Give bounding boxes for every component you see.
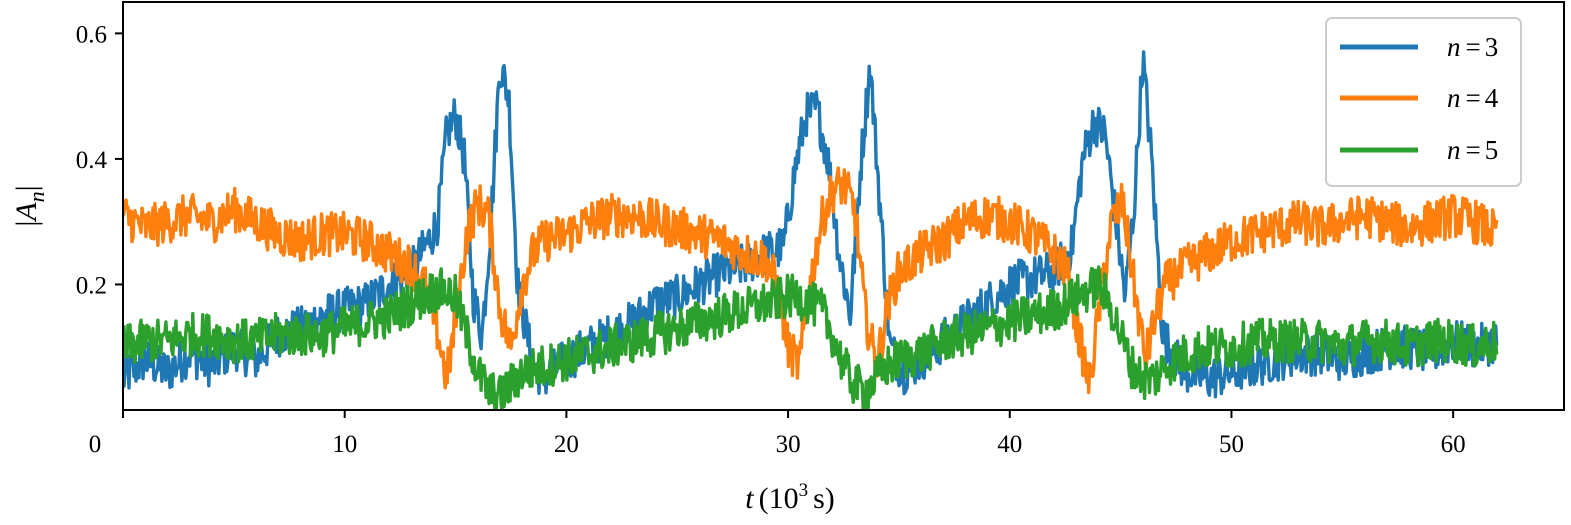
y-tick-label: 0.6 <box>76 21 107 48</box>
series-line-n5 <box>123 265 1499 410</box>
x-axis-label: t (103 s) <box>745 480 835 515</box>
x-tick-label: 0 <box>89 431 102 458</box>
y-axis-label: |An| <box>10 185 49 226</box>
y-tick-label: 0.4 <box>76 147 108 174</box>
x-axis: 0 10 20 30 40 50 60 <box>89 410 1466 458</box>
x-tick-label: 10 <box>332 431 357 458</box>
series-layer <box>123 50 1499 410</box>
x-tick-label: 30 <box>776 431 801 458</box>
y-tick-label: 0.2 <box>76 272 107 299</box>
legend-label-n5: n = 5 <box>1447 135 1498 165</box>
legend-label-n4: n = 4 <box>1447 83 1499 113</box>
legend: n = 3 n = 4 n = 5 <box>1325 17 1522 187</box>
plot-frame <box>122 1 1565 411</box>
legend-label-n3: n = 3 <box>1447 32 1498 62</box>
legend-box <box>1325 17 1522 187</box>
x-tick-label: 40 <box>997 431 1022 458</box>
x-tick-label: 20 <box>554 431 579 458</box>
x-tick-label: 60 <box>1441 431 1466 458</box>
y-axis: 0.2 0.4 0.6 <box>76 21 123 299</box>
x-tick-label: 50 <box>1219 431 1244 458</box>
